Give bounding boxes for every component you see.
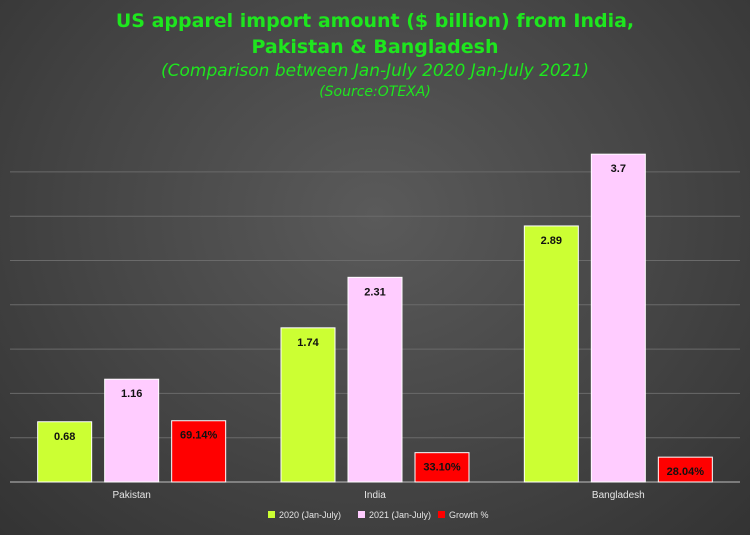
x-tick-label: Bangladesh bbox=[592, 490, 645, 501]
title-block: US apparel import amount ($ billion) fro… bbox=[0, 8, 750, 102]
data-label: 3.7 bbox=[611, 163, 626, 175]
bar-pakistan-0 bbox=[37, 421, 93, 483]
legend-swatch-0 bbox=[268, 511, 275, 518]
legend-label-1: 2021 (Jan-July) bbox=[369, 510, 431, 520]
data-label: 33.10% bbox=[423, 462, 461, 474]
data-label: 69.14% bbox=[180, 430, 218, 442]
bar-bangladesh-0 bbox=[523, 225, 579, 483]
bar-india-0 bbox=[280, 327, 336, 483]
bar-india-1 bbox=[347, 276, 403, 483]
data-label: 1.16 bbox=[121, 388, 142, 400]
chart-source: (Source:OTEXA) bbox=[319, 84, 431, 100]
data-label: 2.89 bbox=[541, 235, 562, 247]
legend-swatch-1 bbox=[358, 511, 365, 518]
bar-pakistan-1 bbox=[104, 378, 160, 483]
bar-bangladesh-1 bbox=[590, 153, 646, 483]
x-tick-label: India bbox=[364, 490, 386, 501]
data-label: 0.68 bbox=[54, 431, 75, 443]
bar-bangladesh-2 bbox=[657, 456, 713, 483]
data-label: 1.74 bbox=[297, 337, 319, 349]
data-label: 28.04% bbox=[667, 466, 705, 478]
legend-label-0: 2020 (Jan-July) bbox=[279, 510, 341, 520]
bar-pakistan-2 bbox=[171, 420, 227, 483]
data-label: 2.31 bbox=[364, 286, 385, 298]
x-tick-label: Pakistan bbox=[112, 490, 150, 501]
chart-title-line-1: US apparel import amount ($ billion) fro… bbox=[115, 10, 635, 32]
chart-subtitle: (Comparison between Jan-July 2020 Jan-Ju… bbox=[161, 61, 589, 81]
legend-swatch-2 bbox=[438, 511, 445, 518]
chart-title-line-2: Pakistan & Bangladesh bbox=[251, 36, 499, 58]
bar-india-2 bbox=[414, 452, 470, 483]
legend-label-2: Growth % bbox=[449, 510, 489, 520]
